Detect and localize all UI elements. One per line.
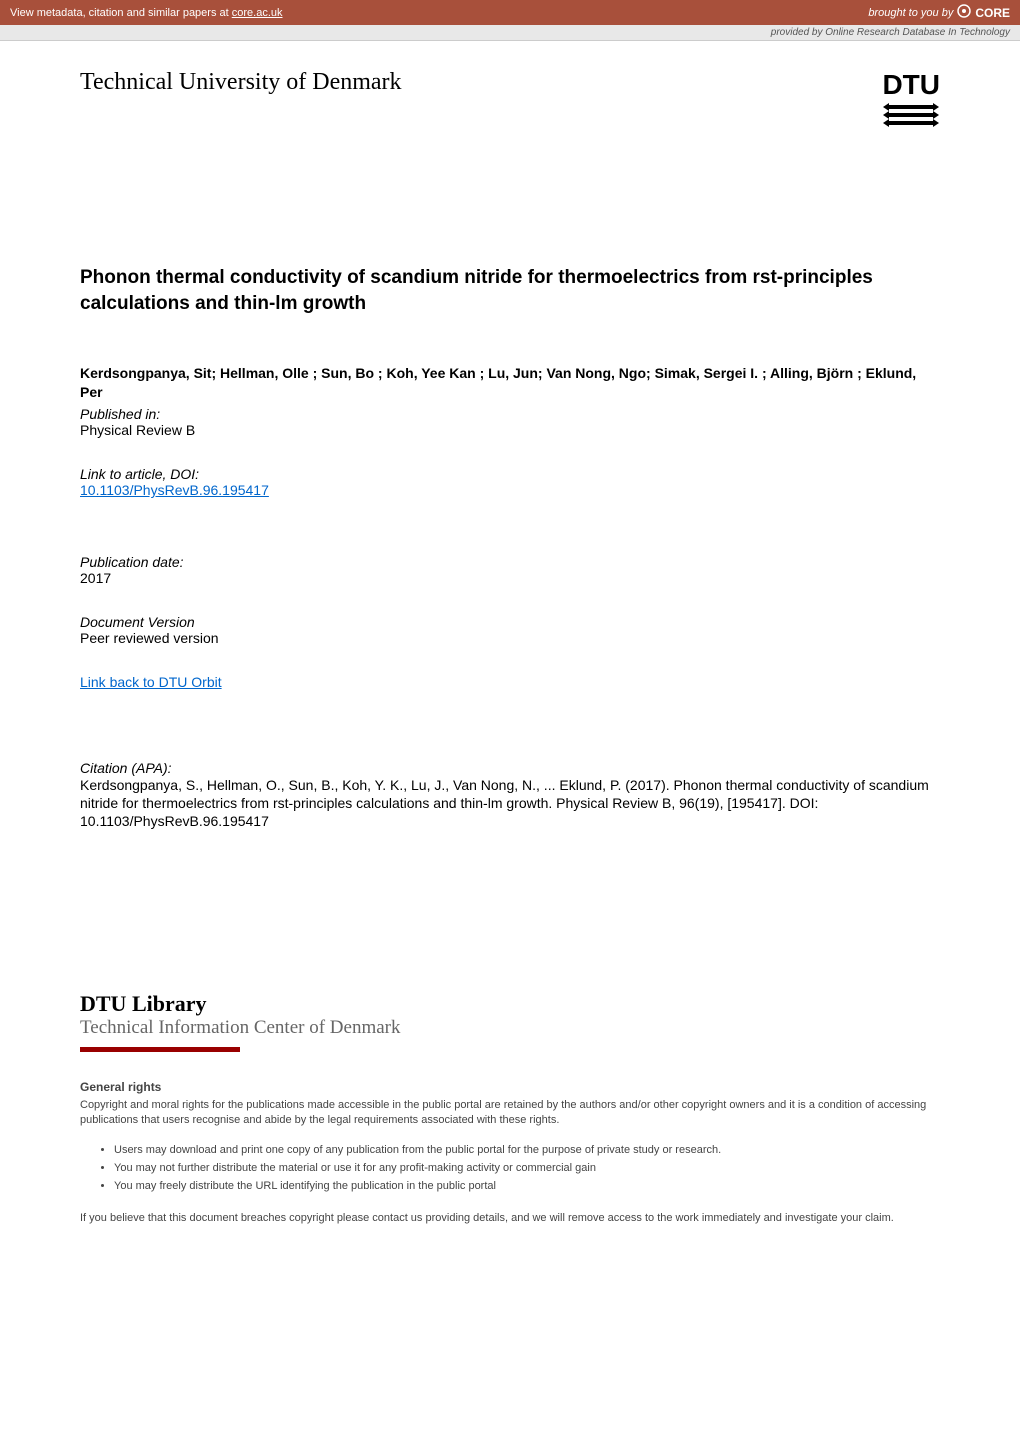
rights-footer-text: If you believe that this document breach… xyxy=(80,1211,940,1226)
doi-link[interactable]: 10.1103/PhysRevB.96.195417 xyxy=(80,482,269,498)
metadata-prompt: View metadata, citation and similar pape… xyxy=(10,7,283,19)
citation-label: Citation (APA): xyxy=(80,760,940,776)
page-header: Technical University of Denmark DTU xyxy=(80,69,940,125)
rights-bullet: You may not further distribute the mater… xyxy=(114,1160,940,1178)
provided-by-prefix: provided by xyxy=(771,27,825,38)
dtu-logo-lines-icon xyxy=(883,104,939,125)
dtu-logo: DTU xyxy=(882,69,940,125)
doc-version-label: Document Version xyxy=(80,614,940,630)
doi-block: Link to article, DOI: 10.1103/PhysRevB.9… xyxy=(80,466,940,526)
pub-date-value: 2017 xyxy=(80,570,940,586)
paper-title: Phonon thermal conductivity of scandium … xyxy=(80,265,940,316)
pub-date-label: Publication date: xyxy=(80,554,940,570)
dtu-logo-letters: DTU xyxy=(882,69,940,101)
citation-block: Citation (APA): Kerdsongpanya, S., Hellm… xyxy=(80,760,940,831)
published-in-block: Published in: Physical Review B xyxy=(80,406,940,438)
core-brand-text: CORE xyxy=(975,6,1010,20)
provided-by-source: Online Research Database In Technology xyxy=(825,27,1010,38)
core-source-link[interactable]: core.ac.uk xyxy=(232,7,283,19)
provided-by-banner: provided by Online Research Database In … xyxy=(0,25,1020,41)
library-footer: DTU Library Technical Information Center… xyxy=(80,991,940,1227)
library-name: DTU Library xyxy=(80,991,940,1017)
published-in-value: Physical Review B xyxy=(80,422,940,438)
rights-heading: General rights xyxy=(80,1080,940,1094)
doi-label: Link to article, DOI: xyxy=(80,466,940,482)
core-logo-icon xyxy=(957,4,971,21)
rights-bullet-list: Users may download and print one copy of… xyxy=(114,1142,940,1195)
rights-bullet: Users may download and print one copy of… xyxy=(114,1142,940,1160)
brought-by-prefix: brought to you by xyxy=(868,7,953,19)
rights-intro: Copyright and moral rights for the publi… xyxy=(80,1098,940,1129)
university-name: Technical University of Denmark xyxy=(80,69,402,96)
citation-text: Kerdsongpanya, S., Hellman, O., Sun, B.,… xyxy=(80,776,940,831)
metadata-prefix: View metadata, citation and similar pape… xyxy=(10,7,232,19)
page-content: Technical University of Denmark DTU Phon… xyxy=(0,41,1020,1257)
authors-list: Kerdsongpanya, Sit; Hellman, Olle ; Sun,… xyxy=(80,364,940,402)
doc-version-value: Peer reviewed version xyxy=(80,630,940,646)
core-top-banner: View metadata, citation and similar pape… xyxy=(0,0,1020,25)
doc-version-block: Document Version Peer reviewed version xyxy=(80,614,940,646)
rights-bullet: You may freely distribute the URL identi… xyxy=(114,1178,940,1196)
core-brand-block: brought to you by CORE xyxy=(868,4,1010,21)
library-subtitle: Technical Information Center of Denmark xyxy=(80,1017,940,1039)
dtu-orbit-link[interactable]: Link back to DTU Orbit xyxy=(80,674,222,690)
published-in-label: Published in: xyxy=(80,406,940,422)
footer-divider xyxy=(80,1047,240,1052)
pub-date-block: Publication date: 2017 xyxy=(80,554,940,586)
